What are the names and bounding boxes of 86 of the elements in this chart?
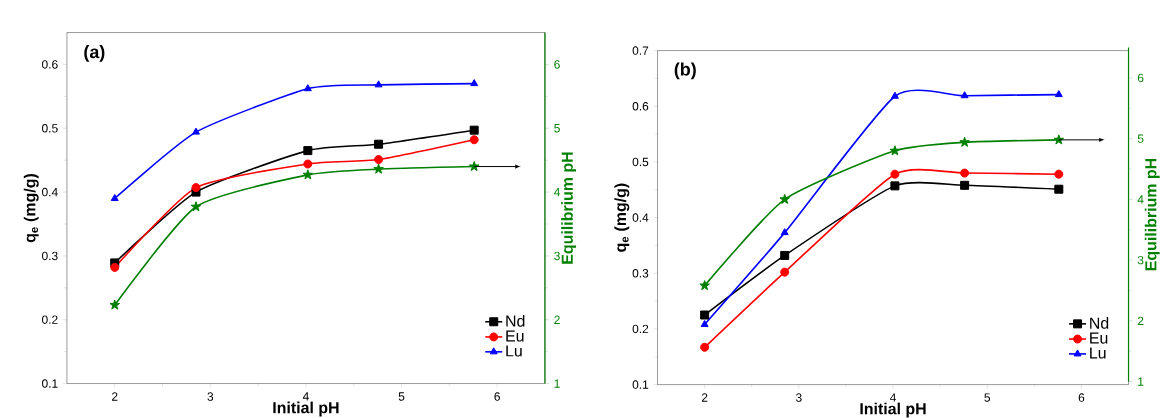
- point: [470, 79, 479, 87]
- y2-tick-label: 6: [554, 60, 560, 69]
- y-tick-label: 0.3: [632, 269, 649, 278]
- point: [700, 319, 709, 327]
- y2-tick-label: 5: [554, 124, 560, 133]
- x-tick-label: 6: [1078, 393, 1085, 402]
- y2-tick-label: 5: [1137, 134, 1144, 143]
- point: [374, 155, 384, 165]
- legend-label: Lu: [506, 345, 522, 357]
- point: [779, 193, 790, 204]
- y2-tick-label: 2: [1137, 316, 1144, 326]
- y-tick-label: 0.4: [632, 213, 649, 222]
- x-axis-title: Initial pH: [273, 401, 339, 417]
- point: [110, 193, 119, 201]
- y-tick-label: 0.2: [42, 315, 58, 324]
- text: (b): [674, 62, 696, 80]
- y-tick-label: 0.5: [632, 157, 649, 167]
- legend-label: Eu: [1090, 332, 1108, 344]
- y-axis-title: q$_{e}$ (mg/g): [23, 174, 39, 243]
- y-tick-label: 0.6: [632, 102, 649, 111]
- point: [890, 181, 900, 191]
- y-tick-label: 0.1: [632, 380, 649, 389]
- point: [468, 161, 480, 172]
- y-tick-label: 0.2: [632, 324, 649, 334]
- point: [960, 168, 970, 178]
- point: [190, 201, 202, 212]
- y2-tick-label: 1: [554, 379, 560, 388]
- point: [700, 342, 710, 352]
- x-axis-title: Initial pH: [860, 402, 926, 418]
- x-tick-label: 4: [302, 392, 309, 401]
- legend-label: Lu: [1090, 347, 1106, 359]
- y-tick-label: 0.4: [42, 187, 58, 197]
- point: [303, 159, 313, 169]
- y-tick-label: 0.1: [42, 379, 58, 388]
- point: [889, 145, 901, 156]
- point: [191, 183, 201, 193]
- legend-label: Eu: [506, 330, 524, 342]
- point: [960, 180, 970, 190]
- point: [780, 267, 790, 277]
- y-tick-label: 0.5: [42, 124, 58, 133]
- point: [302, 169, 314, 180]
- point: [303, 146, 313, 156]
- legend-label: Nd: [1090, 317, 1109, 329]
- y-axis-title: q$_{e}$ (mg/g): [614, 183, 630, 252]
- point: [374, 80, 383, 88]
- x-tick-label: 2: [111, 392, 118, 401]
- point: [890, 91, 899, 99]
- point: [1054, 184, 1064, 194]
- y2-axis-title: Equilibrium pH: [561, 152, 577, 264]
- x-tick-label: 3: [795, 393, 802, 402]
- text: (a): [84, 45, 105, 62]
- point: [1054, 169, 1064, 179]
- x-tick-label: 4: [889, 393, 896, 402]
- x-tick-label: 3: [207, 392, 214, 401]
- x-tick-label: 2: [701, 393, 708, 402]
- point: [890, 169, 900, 179]
- y-tick-label: 0.7: [632, 46, 649, 55]
- x-tick-label: 6: [494, 392, 500, 401]
- point: [469, 125, 479, 135]
- point: [373, 163, 384, 174]
- point: [303, 84, 312, 92]
- point: [959, 136, 970, 147]
- point: [192, 127, 200, 135]
- y2-axis-title: Equilibrium pH: [1144, 158, 1160, 271]
- legend-label: Nd: [506, 315, 525, 327]
- point: [110, 262, 120, 272]
- point: [960, 91, 969, 99]
- y2-tick-label: 4: [1137, 195, 1144, 204]
- point: [700, 310, 710, 320]
- y2-tick-label: 3: [1137, 255, 1144, 265]
- y2-tick-label: 3: [554, 251, 560, 261]
- point: [1054, 90, 1063, 98]
- point: [109, 299, 120, 310]
- y2-tick-label: 6: [1137, 73, 1144, 83]
- y-tick-label: 0.3: [42, 251, 58, 261]
- point: [374, 139, 384, 149]
- x-tick-label: 5: [398, 392, 405, 401]
- point: [699, 280, 710, 291]
- y2-tick-label: 2: [554, 315, 560, 324]
- y-tick-label: 0.6: [42, 60, 58, 69]
- y2-tick-label: 1: [1138, 377, 1144, 386]
- y2-tick-label: 4: [553, 187, 560, 197]
- point: [469, 135, 479, 145]
- point: [780, 228, 789, 236]
- x-tick-label: 5: [984, 393, 991, 402]
- point: [780, 250, 790, 260]
